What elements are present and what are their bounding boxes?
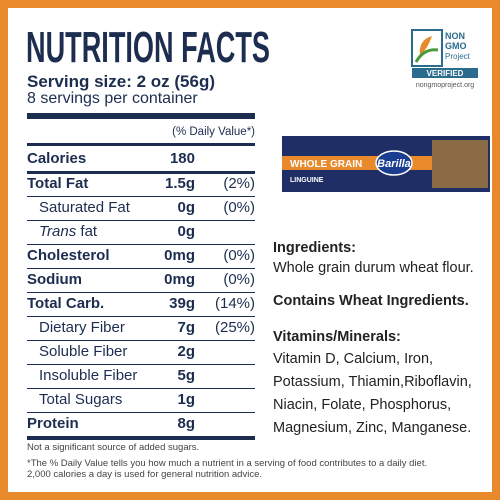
label: Dietary Fiber [39, 319, 125, 336]
title: NUTRITION FACTS [26, 23, 270, 70]
nutrient-row: Total Carb. 39g (14%) [27, 292, 255, 316]
rule [27, 171, 255, 174]
label: fat [80, 223, 98, 240]
variety: WHOLE GRAIN [290, 159, 362, 170]
label: Soluble Fiber [39, 343, 128, 360]
dv: (0%) [223, 199, 255, 216]
amount: 8g [177, 415, 195, 432]
amount: 0g [177, 199, 195, 216]
label-group: Trans fat [39, 220, 97, 244]
vitamins-title: Vitamins/Minerals: [273, 329, 401, 345]
footnote: *The % Daily Value tells you how much a … [27, 458, 428, 469]
footnote: Not a significant source of added sugars… [27, 442, 200, 453]
rule [27, 388, 255, 389]
amount: 2g [177, 343, 195, 360]
dv: (0%) [223, 271, 255, 288]
vitamins: Magnesium, Zinc, Manganese. [273, 420, 472, 436]
vitamins: Potassium, Thiamin,Riboflavin, [273, 374, 472, 390]
amount: 1.5g [164, 175, 195, 192]
non-gmo-badge: NON GMO Project VERIFIED nongmoproject.o… [411, 29, 478, 89]
dv: (25%) [214, 319, 255, 336]
nutrient-row: Calories 180 [27, 147, 255, 171]
dv: (0%) [223, 247, 255, 264]
rule [27, 196, 255, 197]
dv: (2%) [223, 175, 255, 192]
amount: 0mg [164, 271, 195, 288]
title-svg: NUTRITION FACTS [26, 23, 270, 70]
label: Total Carb. [27, 295, 105, 312]
dv-header: (% Daily Value*) [172, 126, 255, 138]
vitamins: Niacin, Folate, Phosphorus, [273, 397, 452, 413]
rule [27, 364, 255, 365]
label: Protein [27, 415, 79, 432]
rule [27, 113, 255, 119]
label: Sodium [27, 271, 82, 288]
rule [27, 292, 255, 293]
badge-text: NON [445, 31, 465, 41]
servings: 8 servings per container [27, 90, 198, 107]
amount: 39g [169, 295, 195, 312]
amount: 7g [177, 319, 195, 336]
amount: 5g [177, 367, 195, 384]
nutrient-row: Total Fat 1.5g (2%) [27, 172, 255, 196]
label-italic: Trans [39, 223, 77, 240]
badge-verified: VERIFIED [427, 69, 464, 78]
product-box: Barilla WHOLE GRAIN LINGUINE [282, 136, 490, 192]
nutrient-row: Insoluble Fiber 5g [27, 364, 255, 388]
brand: Barilla [377, 158, 411, 170]
nutrient-row: Protein 8g [27, 412, 255, 436]
label: Total Sugars [39, 391, 123, 408]
amount: 1g [177, 391, 195, 408]
label: Calories [27, 150, 87, 167]
badge-text: Project [445, 52, 471, 61]
nutrient-row: Cholesterol 0mg (0%) [27, 244, 255, 268]
label: Saturated Fat [39, 199, 130, 216]
rule [27, 436, 255, 440]
label: Insoluble Fiber [39, 367, 138, 384]
label: Total Fat [27, 175, 89, 192]
vitamins: Vitamin D, Calcium, Iron, [273, 351, 434, 367]
allergen: Contains Wheat Ingredients. [273, 293, 469, 309]
nutrient-row: Total Sugars 1g [27, 388, 255, 412]
rule [27, 143, 255, 146]
amount: 0g [177, 223, 195, 240]
footnote: 2,000 calories a day is used for general… [27, 469, 262, 480]
ingredients: Whole grain durum wheat flour. [273, 260, 474, 276]
rule [27, 340, 255, 341]
nutrient-row: Trans fat 0g [27, 220, 255, 244]
ingredients-title: Ingredients: [273, 240, 356, 256]
amount: 180 [169, 150, 195, 167]
amount: 0mg [164, 247, 195, 264]
nutrient-row: Soluble Fiber 2g [27, 340, 255, 364]
badge-text: GMO [445, 41, 467, 51]
shape: LINGUINE [290, 177, 324, 184]
rule [27, 220, 255, 221]
rule [27, 244, 255, 245]
badge-url: nongmoproject.org [416, 82, 474, 89]
dv: (14%) [214, 295, 255, 312]
nutrient-row: Saturated Fat 0g (0%) [27, 196, 255, 220]
rule [27, 412, 255, 413]
serving-size: Serving size: 2 oz (56g) [27, 72, 215, 91]
label: Cholesterol [27, 247, 110, 264]
nutrient-row: Dietary Fiber 7g (25%) [27, 316, 255, 340]
rule [27, 268, 255, 269]
nutrient-row: Sodium 0mg (0%) [27, 268, 255, 292]
rule [27, 316, 255, 317]
